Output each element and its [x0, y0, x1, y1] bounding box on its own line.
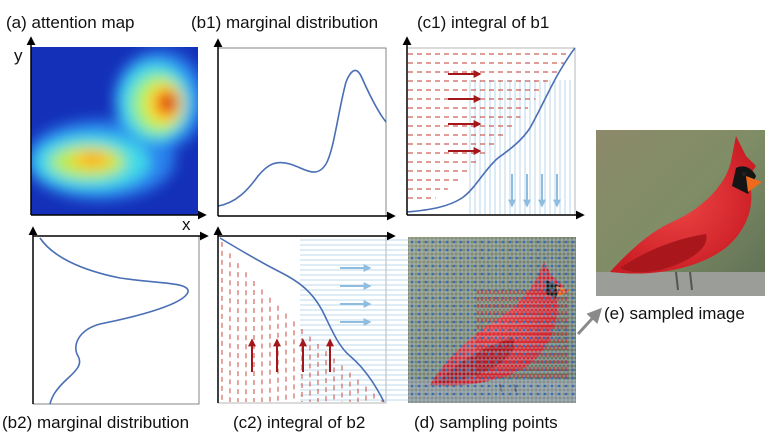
attention-map: [31, 47, 198, 215]
d-to-e-arrow: [576, 307, 603, 336]
label-b2: (b2) marginal distribution: [2, 413, 190, 432]
c1-plot: [402, 36, 585, 220]
sampled-image: [596, 130, 765, 296]
c2-red-arrows: [248, 338, 334, 372]
label-b1: (b1) marginal distribution: [191, 13, 379, 32]
label-e: (e) sampled image: [604, 304, 745, 323]
c1-blue-arrows: [508, 174, 561, 208]
label-a: (a) attention map: [6, 13, 135, 32]
c1-curve: [406, 47, 576, 213]
c2-curve: [219, 237, 385, 403]
axis-x-label: x: [182, 215, 191, 234]
label-c1: (c1) integral of b1: [417, 13, 550, 32]
c1-red-arrows: [448, 70, 482, 155]
axis-y-label: y: [14, 46, 23, 65]
sampling-points-image: [408, 237, 576, 403]
c2-plot: [213, 226, 410, 404]
b1-curve: [217, 69, 387, 207]
b1-plot: [213, 38, 396, 221]
c2-blue-arrows: [340, 264, 372, 326]
b2-curve: [39, 237, 189, 405]
b2-plot: [28, 226, 209, 405]
label-d: (d) sampling points: [414, 413, 558, 432]
label-c2: (c2) integral of b2: [233, 413, 366, 432]
